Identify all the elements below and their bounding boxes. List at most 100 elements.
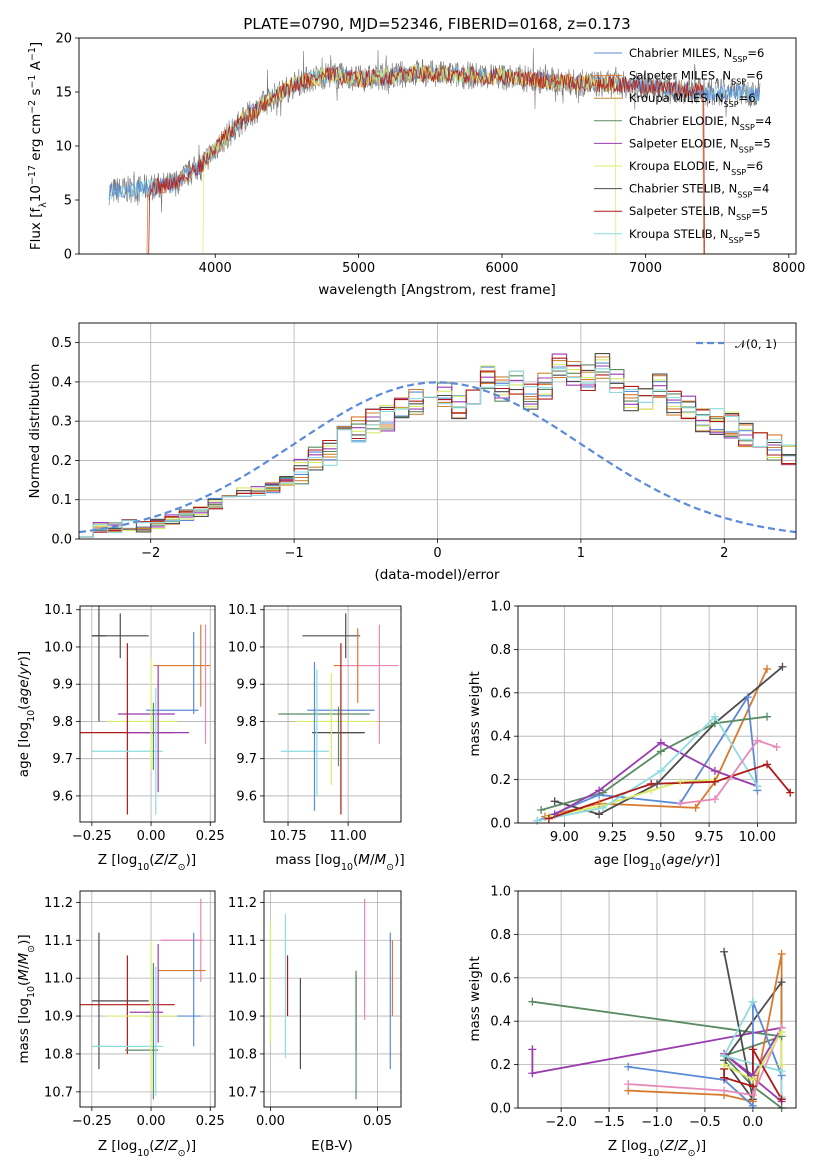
series-marker: [720, 947, 729, 956]
series-marker: [720, 1051, 729, 1060]
y-tick-label: 10.1: [228, 603, 257, 618]
x-axis-label: age [log10(age/yr)]: [594, 852, 720, 873]
y-tick-label: 5: [64, 194, 72, 209]
chart-mass_weight_vs_age: 9.00 9.25 9.50 9.75 10.00 0.0 0.2 0.4 0.6 0.8 1.0 a…: [467, 600, 797, 873]
y-tick-label: 15: [55, 86, 72, 101]
y-tick-label: 0.3: [51, 415, 72, 430]
x-axis-label: Z [log10(Z/Z⊙)]: [608, 1138, 706, 1159]
y-tick-label: 11.2: [44, 896, 73, 911]
x-tick-label: 9.75: [695, 830, 724, 845]
y-tick-label: 0.0: [490, 817, 511, 832]
axes-frame: [79, 890, 216, 1108]
legend-label-chabrier_elodie: Chabrier ELODIE, NSSP=4: [629, 114, 772, 132]
x-tick-label: −0.5: [689, 1115, 721, 1130]
y-tick-label: 0.0: [51, 533, 72, 548]
y-tick-label: 0.2: [51, 454, 72, 469]
x-tick-label: 7000: [629, 261, 662, 276]
series-line-kroupa_elodie: [723, 1028, 783, 1081]
series-marker: [676, 799, 685, 808]
series-marker: [691, 803, 700, 812]
x-tick-label: 6000: [485, 261, 518, 276]
series-line-chabrier_stelib: [554, 666, 784, 816]
series-marker: [656, 747, 665, 756]
y-tick-label: 11.2: [228, 896, 257, 911]
y-tick-label: 0.2: [490, 773, 511, 788]
y-tick-label: 11.1: [44, 934, 73, 949]
series-marker: [595, 786, 604, 795]
y-tick-label: 9.7: [52, 752, 73, 767]
y-tick-label: 0.8: [490, 928, 511, 943]
y-tick-label: 11.0: [44, 972, 73, 987]
y-tick-label: 10.1: [44, 603, 73, 618]
y-tick-label: 10: [55, 140, 72, 155]
plot-area: [269, 898, 394, 1100]
chart-mass_weight_vs_Z: −2.0 −1.5 −1.0 −0.5 0.0 0.0 0.2 0.4 0.6 0.8 1.0 Z […: [467, 885, 797, 1159]
x-tick-label: 9.00: [550, 830, 579, 845]
series-marker: [786, 788, 795, 797]
x-tick-label: 0.05: [363, 1114, 392, 1129]
series-marker: [720, 1073, 729, 1082]
series-marker: [544, 814, 553, 823]
series-marker: [533, 816, 542, 825]
axes-frame: [79, 605, 216, 823]
y-tick-label: 9.9: [52, 678, 73, 693]
plot-area: [80, 606, 211, 815]
y-tick-label: 0.4: [51, 375, 72, 390]
x-tick-label: −1.5: [593, 1115, 625, 1130]
y-axis-label: age [log10(age/yr)]: [16, 651, 37, 777]
series-marker: [777, 978, 786, 987]
y-tick-label: 0.0: [490, 1102, 511, 1117]
y-tick-label: 0.4: [490, 1015, 511, 1030]
series-marker: [710, 795, 719, 804]
series-marker: [748, 1090, 757, 1099]
series-marker: [720, 1060, 729, 1069]
series-marker: [656, 738, 665, 747]
series-marker: [550, 810, 559, 819]
x-axis-label: Z [log10(Z/Z⊙)]: [98, 852, 196, 873]
series-marker: [753, 736, 762, 745]
x-tick-label: −2.0: [545, 1115, 577, 1130]
y-tick-label: 10.7: [228, 1085, 257, 1100]
x-tick-label: 10.00: [739, 830, 776, 845]
series-line-salpeter_miles: [544, 668, 768, 818]
x-tick-label: −1: [285, 546, 304, 561]
series-marker: [595, 810, 604, 819]
x-axis-label: wavelength [Angstrom, rest frame]: [318, 282, 556, 298]
y-tick-label: 11.1: [228, 934, 257, 949]
y-tick-label: 1.0: [490, 600, 511, 615]
series-marker: [777, 1060, 786, 1069]
y-tick-label: 0.4: [490, 730, 511, 745]
series-marker: [763, 664, 772, 673]
x-tick-label: 9.25: [598, 830, 627, 845]
x-tick-label: −0.25: [72, 1114, 112, 1129]
y-axis-label: mass weight: [467, 671, 483, 756]
chart-mass_vs_ebv: 0.00 0.05 10.7 10.8 10.9 11.0 11.1 11.2 E(B-V): [228, 890, 402, 1154]
axes-frame: [517, 890, 797, 1109]
x-tick-label: 2: [720, 546, 728, 561]
y-tick-label: 9.6: [52, 789, 73, 804]
y-tick-label: 10.0: [44, 640, 73, 655]
plot-area: [108, 48, 761, 254]
y-tick-label: 10.7: [44, 1085, 73, 1100]
series-marker: [753, 782, 762, 791]
series-marker: [624, 1080, 633, 1089]
histogram-chabrier_elodie: [79, 364, 796, 538]
series-marker: [763, 760, 772, 769]
series-marker: [763, 712, 772, 721]
y-axis-label: mass [log10(M/M⊙)]: [16, 934, 37, 1063]
series-marker: [710, 777, 719, 786]
histogram-chabrier_stelib: [79, 353, 796, 538]
x-tick-label: −0.25: [72, 829, 112, 844]
x-tick-label: 5000: [342, 261, 375, 276]
y-tick-label: 0.6: [490, 971, 511, 986]
series-marker: [647, 779, 656, 788]
series-line-pink: [680, 739, 777, 805]
model-line-kroupa_elodie: [109, 63, 760, 254]
series-marker: [777, 949, 786, 958]
series-marker: [656, 766, 665, 775]
legend-label-chabrier_miles: Chabrier MILES, NSSP=6: [629, 46, 764, 64]
x-tick-label: 1: [577, 546, 585, 561]
x-tick-label: 0.25: [196, 1114, 225, 1129]
y-axis-label: Flux [fλ10−17 erg cm−2 s−1 A−1]: [27, 42, 49, 250]
